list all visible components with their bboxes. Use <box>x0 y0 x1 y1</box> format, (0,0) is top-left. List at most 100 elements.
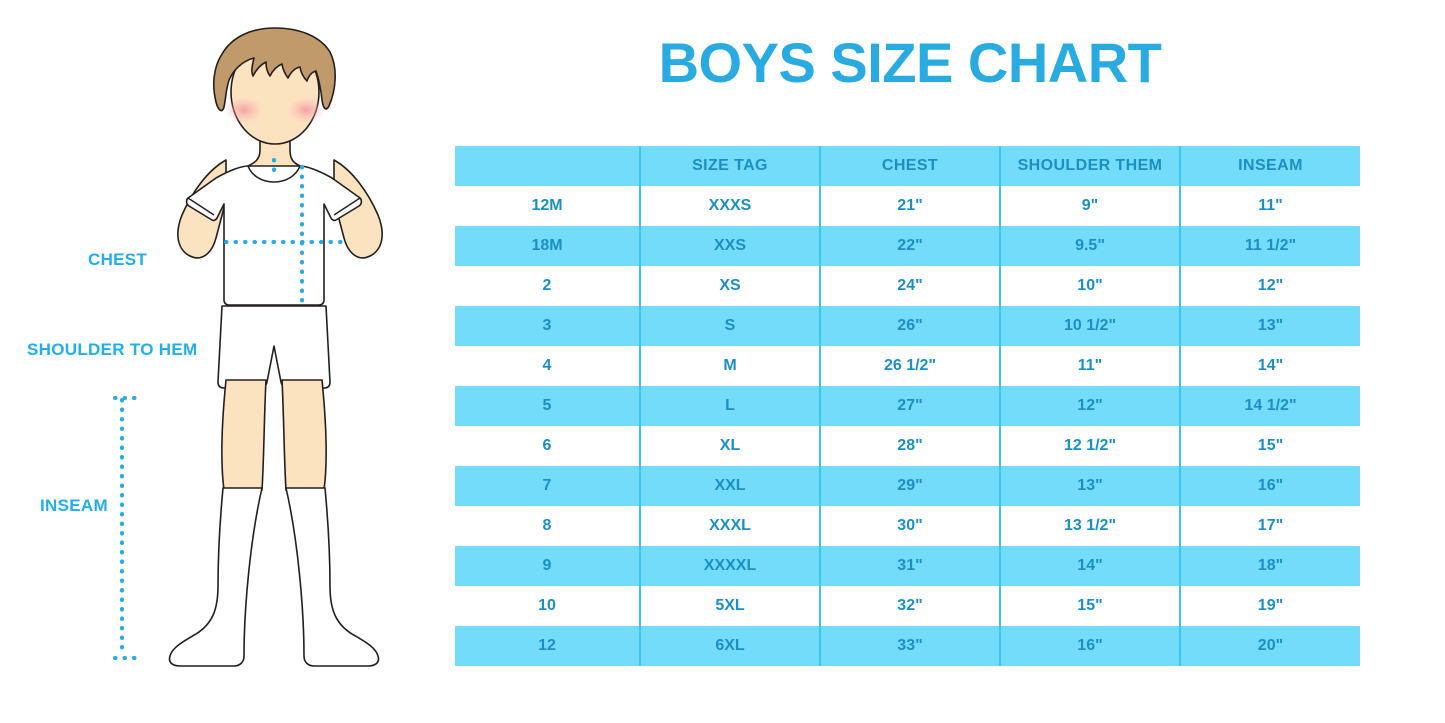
shorts-body <box>217 305 331 389</box>
table-cell-age: 7 <box>455 466 641 506</box>
table-cell-size-tag: XXXL <box>640 506 821 546</box>
table-row: 3 S 26" 10 1/2" 13" <box>455 306 1360 346</box>
table-cell-chest: 22" <box>820 226 1001 266</box>
table-row: 12M XXXS 21" 9" 11" <box>455 186 1360 226</box>
table-row: 10 5XL 32" 15" 19" <box>455 586 1360 626</box>
table-cell-chest: 27" <box>820 386 1001 426</box>
table-cell-age: 4 <box>455 346 641 386</box>
table-cell-shoulder-them: 13" <box>1000 466 1181 506</box>
table-cell-shoulder-them: 16" <box>1000 626 1181 666</box>
table-cell-size-tag: XS <box>640 266 821 306</box>
table-row: 18M XXS 22" 9.5" 11 1/2" <box>455 226 1360 266</box>
table-cell-shoulder-them: 13 1/2" <box>1000 506 1181 546</box>
table-cell-chest: 29" <box>820 466 1001 506</box>
table-cell-chest: 32" <box>820 586 1001 626</box>
table-cell-shoulder-them: 12 1/2" <box>1000 426 1181 466</box>
table-cell-inseam: 12" <box>1257 277 1284 294</box>
table-cell-shoulder-them: 10 1/2" <box>1000 306 1181 346</box>
table-row: 2 XS 24" 10" 12" <box>455 266 1360 306</box>
table-cell-chest: 26" <box>820 306 1001 346</box>
right-arm-shape <box>333 159 383 259</box>
left-sock-shoe <box>168 487 263 667</box>
table-row: 9 XXXXL 31" 14" 18" <box>455 546 1360 586</box>
column-header-chest: CHEST <box>820 146 1001 186</box>
column-header-shoulder-them: SHOULDER THEM <box>1000 146 1181 186</box>
table-cell-inseam: 13" <box>1257 317 1284 334</box>
chest-measurement-label: CHEST <box>88 250 148 269</box>
table-cell-inseam: 17" <box>1257 517 1284 534</box>
column-header-inseam: INSEAM <box>1238 157 1303 174</box>
table-cell-inseam: 14 1/2" <box>1244 397 1297 414</box>
table-cell-shoulder-them: 15" <box>1000 586 1181 626</box>
shorts-shape <box>217 305 331 389</box>
table-header: SIZE TAG CHEST SHOULDER THEM INSEAM <box>455 146 1360 186</box>
table-cell-age: 8 <box>455 506 641 546</box>
table-row: 5 L 27" 12" 14 1/2" <box>455 386 1360 426</box>
table-cell-age: 18M <box>455 226 641 266</box>
table-row: 7 XXL 29" 13" 16" <box>455 466 1360 506</box>
table-cell-size-tag: XL <box>640 426 821 466</box>
table-cell-age: 12M <box>455 186 641 226</box>
table-cell-inseam: 18" <box>1257 557 1284 574</box>
column-header-size-tag: SIZE TAG <box>640 146 821 186</box>
table-row: 4 M 26 1/2" 11" 14" <box>455 346 1360 386</box>
table-cell-age: 9 <box>455 546 641 586</box>
table-cell-shoulder-them: 12" <box>1000 386 1181 426</box>
table-row: 12 6XL 33" 16" 20" <box>455 626 1360 666</box>
left-thigh <box>221 379 267 491</box>
shoulder-to-hem-measurement-label: SHOULDER TO HEM <box>27 340 198 359</box>
sleeve-line-right <box>333 197 361 216</box>
table-cell-age: 5 <box>455 386 641 426</box>
table-cell-shoulder-them: 11" <box>1000 346 1181 386</box>
measurement-lines-group <box>224 158 350 308</box>
table-cell-chest: 28" <box>820 426 1001 466</box>
table-cell-size-tag: XXXS <box>640 186 821 226</box>
table-cell-age: 2 <box>455 266 641 306</box>
table-cell-size-tag: XXS <box>640 226 821 266</box>
table-cell-size-tag: XXL <box>640 466 821 506</box>
table-row: 8 XXXL 30" 13 1/2" 17" <box>455 506 1360 546</box>
table-cell-inseam: 20" <box>1257 637 1284 654</box>
table-cell-age: 3 <box>455 306 641 346</box>
blush-left <box>225 97 263 123</box>
table-cell-inseam: 14" <box>1257 357 1284 374</box>
sleeve-line-left <box>187 197 215 216</box>
tshirt-body <box>185 165 363 306</box>
table-cell-age: 12 <box>455 626 641 666</box>
table-cell-size-tag: 6XL <box>640 626 821 666</box>
table-cell-size-tag: 5XL <box>640 586 821 626</box>
socks-shoes-group <box>168 487 380 667</box>
table-cell-shoulder-them: 9" <box>1000 186 1181 226</box>
table-cell-size-tag: L <box>640 386 821 426</box>
table-cell-inseam: 16" <box>1257 477 1284 494</box>
size-chart-table: SIZE TAG CHEST SHOULDER THEM INSEAM 12M X… <box>455 146 1360 666</box>
inseam-measurement-label: INSEAM <box>40 496 108 515</box>
table-cell-size-tag: S <box>640 306 821 346</box>
table-cell-chest: 30" <box>820 506 1001 546</box>
table-row: 6 XL 28" 12 1/2" 15" <box>455 426 1360 466</box>
table-cell-chest: 24" <box>820 266 1001 306</box>
blush-right <box>287 97 325 123</box>
table-cell-shoulder-them: 10" <box>1000 266 1181 306</box>
table-cell-size-tag: XXXXL <box>640 546 821 586</box>
table-cell-chest: 31" <box>820 546 1001 586</box>
table-cell-inseam: 19" <box>1257 597 1284 614</box>
boy-illustration-panel: CHEST SHOULDER TO HEM INSEAM <box>0 0 440 723</box>
table-cell-age: 6 <box>455 426 641 466</box>
table-cell-age: 10 <box>455 586 641 626</box>
table-cell-inseam: 15" <box>1257 437 1284 454</box>
column-header-age <box>455 146 641 186</box>
table-cell-chest: 21" <box>820 186 1001 226</box>
table-cell-size-tag: M <box>640 346 821 386</box>
legs-group <box>221 379 327 491</box>
table-cell-chest: 26 1/2" <box>820 346 1001 386</box>
tshirt-shape <box>185 165 363 306</box>
table-cell-inseam: 11" <box>1258 197 1283 214</box>
inseam-dimension-line <box>113 396 144 660</box>
table-header-row: SIZE TAG CHEST SHOULDER THEM INSEAM <box>455 146 1360 186</box>
table-cell-shoulder-them: 9.5" <box>1000 226 1181 266</box>
boy-figure-illustration <box>168 27 383 667</box>
table-cell-inseam: 11 1/2" <box>1244 237 1297 254</box>
head-group <box>212 27 336 167</box>
table-cell-shoulder-them: 14" <box>1000 546 1181 586</box>
